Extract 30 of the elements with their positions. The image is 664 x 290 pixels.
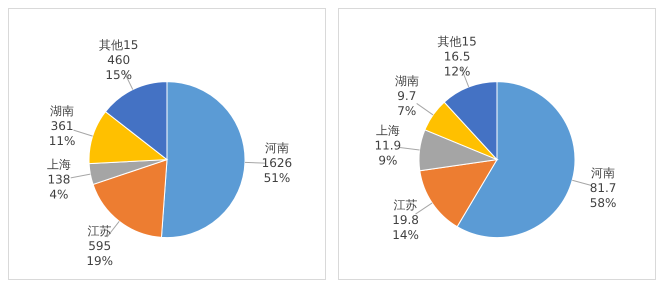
data-label: 11.9 (374, 138, 402, 152)
slice-label: 上海 (46, 157, 71, 172)
data-label: 460 (107, 53, 130, 68)
data-label: 19.8 (392, 213, 419, 228)
slice-label: 湖南 (394, 74, 419, 88)
data-label: 595 (88, 238, 112, 253)
data-label: 1626 (262, 156, 292, 170)
data-label: 138 (47, 172, 70, 186)
text: 7% (397, 104, 416, 118)
slice-label: 其他15 (437, 34, 477, 48)
text: 19% (86, 254, 113, 268)
data-label: 361 (50, 118, 74, 133)
text: 4% (49, 187, 68, 202)
text: 15% (105, 68, 132, 82)
data-label: 16.5 (444, 49, 470, 64)
data-label: 81.7 (590, 180, 616, 195)
slice-label: 河南 (264, 140, 289, 155)
slice-label: 上海 (376, 123, 400, 138)
text: 9% (378, 153, 398, 168)
text: 58% (590, 196, 616, 210)
text: 14% (392, 228, 419, 242)
data-label: 9.7 (397, 88, 416, 103)
slice-label: 湖南 (50, 104, 74, 118)
slice-label: 江苏 (88, 224, 112, 238)
slice-label: 江苏 (394, 198, 418, 212)
text: 51% (264, 170, 290, 185)
slice-label: 其他15 (99, 38, 138, 52)
text: 11% (48, 134, 76, 148)
text: 12% (444, 64, 470, 78)
slice-label: 河南 (591, 166, 616, 180)
